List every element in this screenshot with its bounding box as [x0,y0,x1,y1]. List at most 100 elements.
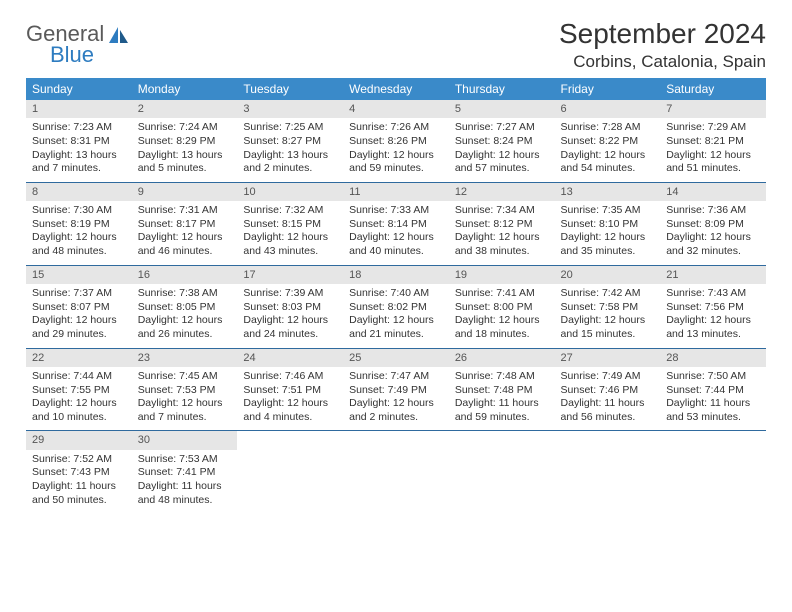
cell-line: and 2 minutes. [349,411,443,425]
cell-line: Sunset: 8:24 PM [455,135,549,149]
day-number: 19 [449,266,555,284]
cell-line: and 48 minutes. [138,494,232,508]
cell-line: Sunrise: 7:31 AM [138,204,232,218]
cell-line: Sunset: 8:14 PM [349,218,443,232]
cell-line: and 46 minutes. [138,245,232,259]
cell-line: Daylight: 12 hours [666,149,760,163]
day-number: 20 [555,266,661,284]
cell-line: Daylight: 12 hours [561,231,655,245]
calendar-cell: 12Sunrise: 7:34 AMSunset: 8:12 PMDayligh… [449,182,555,265]
week-row: 29Sunrise: 7:52 AMSunset: 7:43 PMDayligh… [26,431,766,513]
calendar-cell: 21Sunrise: 7:43 AMSunset: 7:56 PMDayligh… [660,265,766,348]
cell-line: Daylight: 11 hours [561,397,655,411]
day-number: 4 [343,100,449,118]
cell-line: Sunset: 8:27 PM [243,135,337,149]
cell-line: Daylight: 12 hours [243,231,337,245]
cell-content: Sunrise: 7:48 AMSunset: 7:48 PMDaylight:… [449,370,555,425]
cell-line: Daylight: 12 hours [666,231,760,245]
calendar-cell: 7Sunrise: 7:29 AMSunset: 8:21 PMDaylight… [660,100,766,182]
day-header: Monday [132,78,238,100]
cell-line: Sunrise: 7:52 AM [32,453,126,467]
cell-line: Daylight: 11 hours [666,397,760,411]
calendar-cell: 26Sunrise: 7:48 AMSunset: 7:48 PMDayligh… [449,348,555,431]
cell-line: and 43 minutes. [243,245,337,259]
day-number: 24 [237,349,343,367]
cell-line: Sunset: 8:21 PM [666,135,760,149]
cell-line: Daylight: 13 hours [243,149,337,163]
calendar-cell [343,431,449,513]
cell-line: Daylight: 12 hours [349,314,443,328]
cell-line: Sunrise: 7:30 AM [32,204,126,218]
cell-line: Sunrise: 7:32 AM [243,204,337,218]
cell-line: Sunset: 8:05 PM [138,301,232,315]
cell-line: and 4 minutes. [243,411,337,425]
cell-line: and 59 minutes. [455,411,549,425]
cell-line: Daylight: 12 hours [138,397,232,411]
day-number: 28 [660,349,766,367]
day-number: 1 [26,100,132,118]
cell-line: Sunset: 7:55 PM [32,384,126,398]
logo-word2: Blue [50,43,104,66]
cell-line: Daylight: 13 hours [32,149,126,163]
cell-line: and 35 minutes. [561,245,655,259]
title-block: September 2024 Corbins, Catalonia, Spain [559,18,766,72]
cell-line: and 51 minutes. [666,162,760,176]
cell-line: Sunset: 7:51 PM [243,384,337,398]
calendar-cell: 30 Sunrise: 7:53 AMSunset: 7:41 PMDayligh… [132,431,238,513]
calendar-cell: 11Sunrise: 7:33 AMSunset: 8:14 PMDayligh… [343,182,449,265]
cell-content: Sunrise: 7:46 AMSunset: 7:51 PMDaylight:… [237,370,343,425]
cell-line: Sunrise: 7:33 AM [349,204,443,218]
cell-line: Sunset: 8:02 PM [349,301,443,315]
cell-line: Sunrise: 7:45 AM [138,370,232,384]
cell-line: Sunset: 8:03 PM [243,301,337,315]
day-header: Friday [555,78,661,100]
cell-line: Sunrise: 7:39 AM [243,287,337,301]
day-header: Thursday [449,78,555,100]
week-row: 22Sunrise: 7:44 AMSunset: 7:55 PMDayligh… [26,348,766,431]
calendar-cell [237,431,343,513]
day-header: Sunday [26,78,132,100]
calendar-cell: 27Sunrise: 7:49 AMSunset: 7:46 PMDayligh… [555,348,661,431]
week-row: 15Sunrise: 7:37 AMSunset: 8:07 PMDayligh… [26,265,766,348]
cell-content: Sunrise: 7:28 AMSunset: 8:22 PMDaylight:… [555,121,661,176]
calendar-cell: 16Sunrise: 7:38 AMSunset: 8:05 PMDayligh… [132,265,238,348]
cell-content: Sunrise: 7:31 AMSunset: 8:17 PMDaylight:… [132,204,238,259]
calendar-cell: 29Sunrise: 7:52 AMSunset: 7:43 PMDayligh… [26,431,132,513]
calendar-cell [555,431,661,513]
day-header-row: SundayMondayTuesdayWednesdayThursdayFrid… [26,78,766,100]
cell-line: Daylight: 11 hours [455,397,549,411]
day-number: 6 [555,100,661,118]
cell-line: Sunset: 7:56 PM [666,301,760,315]
day-number: 17 [237,266,343,284]
cell-line: Sunrise: 7:38 AM [138,287,232,301]
day-number: 15 [26,266,132,284]
cell-line: Sunrise: 7:46 AM [243,370,337,384]
cell-line: Sunrise: 7:37 AM [32,287,126,301]
cell-line: Sunrise: 7:47 AM [349,370,443,384]
calendar-cell: 22Sunrise: 7:44 AMSunset: 7:55 PMDayligh… [26,348,132,431]
calendar-cell: 3Sunrise: 7:25 AMSunset: 8:27 PMDaylight… [237,100,343,182]
cell-line: Sunrise: 7:36 AM [666,204,760,218]
calendar-cell: 23Sunrise: 7:45 AMSunset: 7:53 PMDayligh… [132,348,238,431]
cell-content: Sunrise: 7:53 AMSunset: 7:41 PMDaylight:… [132,453,238,508]
cell-line: Sunrise: 7:29 AM [666,121,760,135]
day-number: 30 [132,431,238,449]
cell-line: Daylight: 12 hours [349,231,443,245]
calendar-cell: 8Sunrise: 7:30 AMSunset: 8:19 PMDaylight… [26,182,132,265]
cell-line: Sunset: 7:48 PM [455,384,549,398]
calendar-cell: 9Sunrise: 7:31 AMSunset: 8:17 PMDaylight… [132,182,238,265]
cell-content: Sunrise: 7:32 AMSunset: 8:15 PMDaylight:… [237,204,343,259]
cell-line: and 38 minutes. [455,245,549,259]
cell-line: Sunrise: 7:34 AM [455,204,549,218]
cell-line: Sunrise: 7:28 AM [561,121,655,135]
cell-content: Sunrise: 7:33 AMSunset: 8:14 PMDaylight:… [343,204,449,259]
calendar-cell: 15Sunrise: 7:37 AMSunset: 8:07 PMDayligh… [26,265,132,348]
cell-content: Sunrise: 7:23 AMSunset: 8:31 PMDaylight:… [26,121,132,176]
cell-line: Daylight: 12 hours [561,314,655,328]
cell-line: Daylight: 12 hours [349,149,443,163]
cell-line: Daylight: 12 hours [32,231,126,245]
cell-line: Sunrise: 7:26 AM [349,121,443,135]
day-number: 12 [449,183,555,201]
day-number: 21 [660,266,766,284]
cell-content: Sunrise: 7:50 AMSunset: 7:44 PMDaylight:… [660,370,766,425]
